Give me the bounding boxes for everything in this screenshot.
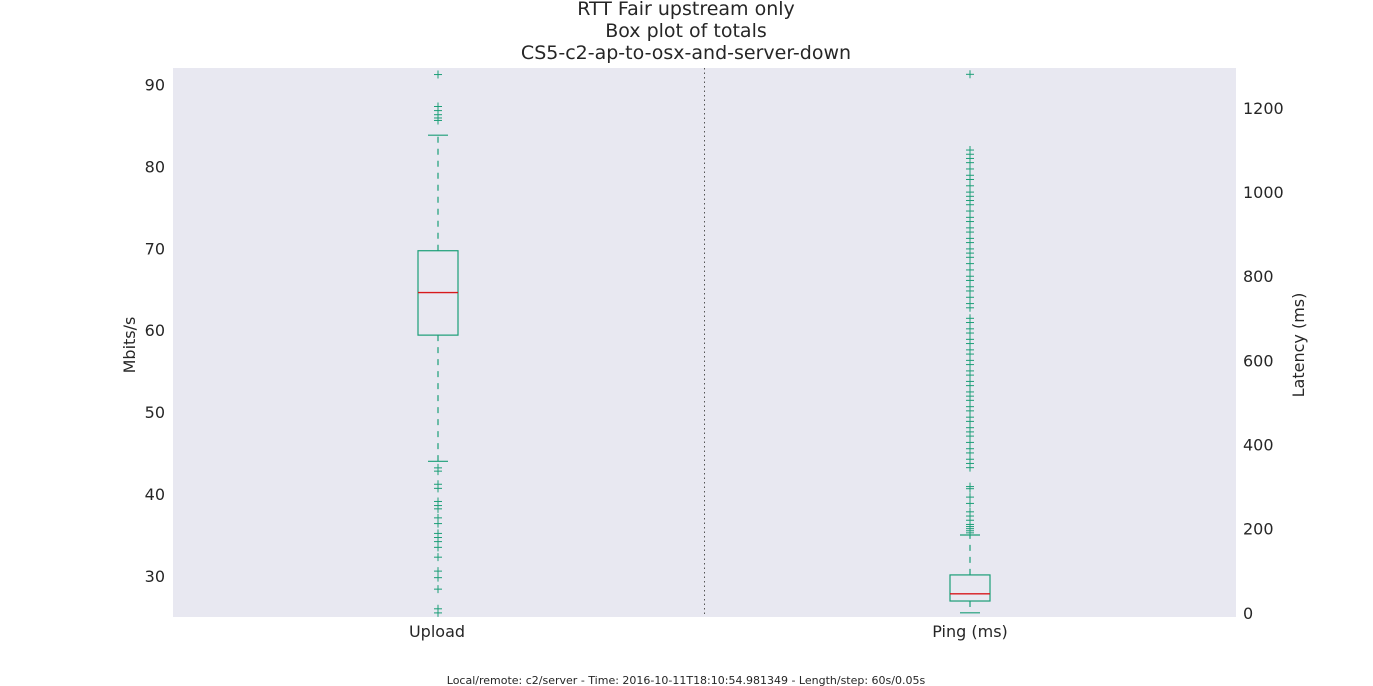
- outlier-point: [434, 504, 442, 513]
- right-tick-label: 200: [1243, 520, 1274, 539]
- right-tick-label: 400: [1243, 436, 1274, 455]
- left-axis-ticks: 30 40 50 60 70 80 90: [145, 75, 165, 586]
- left-tick-label: 40: [145, 485, 165, 504]
- outlier-point: [434, 467, 442, 476]
- outlier-point: [434, 70, 442, 79]
- outlier-point: [434, 484, 442, 493]
- right-tick-label: 600: [1243, 351, 1274, 370]
- left-tick-label: 90: [145, 75, 165, 94]
- outlier-point: [434, 608, 442, 617]
- outlier-point: [434, 116, 442, 125]
- outlier-point: [966, 528, 974, 537]
- outlier-point: [434, 543, 442, 552]
- footer-info: Local/remote: c2/server - Time: 2016-10-…: [447, 674, 926, 686]
- chart-title: RTT Fair upstream only Box plot of total…: [521, 0, 851, 64]
- outlier-point: [434, 585, 442, 594]
- left-axis-label: Mbits/s: [120, 317, 139, 374]
- left-tick-label: 50: [145, 403, 165, 422]
- left-tick-label: 60: [145, 321, 165, 340]
- left-tick-label: 70: [145, 239, 165, 258]
- category-label-ping: Ping (ms): [932, 622, 1008, 641]
- outlier-point: [434, 553, 442, 562]
- outlier-point: [966, 463, 974, 472]
- outlier-point: [966, 484, 974, 493]
- title-line-1: RTT Fair upstream only: [577, 0, 795, 20]
- title-line-2: Box plot of totals: [605, 20, 767, 42]
- boxplot-ping: [949, 70, 991, 614]
- right-tick-label: 1200: [1243, 99, 1284, 118]
- right-axis-ticks: 0 200 400 600 800 1000 1200: [1243, 99, 1284, 623]
- box-iqr: [949, 574, 991, 602]
- right-axis-label: Latency (ms): [1289, 293, 1308, 398]
- outlier-point: [966, 499, 974, 508]
- left-tick-label: 30: [145, 567, 165, 586]
- outlier-point: [966, 70, 974, 79]
- right-tick-label: 0: [1243, 604, 1253, 623]
- title-line-3: CS5-c2-ap-to-osx-and-server-down: [521, 42, 851, 64]
- boxplot-upload: [417, 70, 459, 617]
- outlier-point: [434, 519, 442, 528]
- outlier-point: [434, 573, 442, 582]
- outlier-point: [966, 303, 974, 312]
- right-tick-label: 1000: [1243, 183, 1284, 202]
- left-tick-label: 80: [145, 157, 165, 176]
- right-tick-label: 800: [1243, 267, 1274, 286]
- category-label-upload: Upload: [409, 622, 465, 641]
